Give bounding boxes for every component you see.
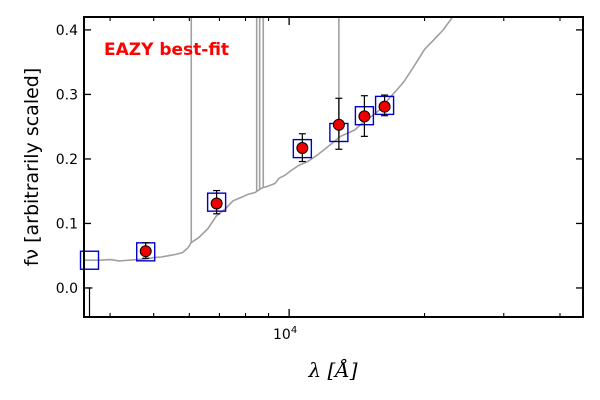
y-axis-label: fν [arbitrarily scaled] — [21, 68, 43, 267]
photometry-point — [296, 141, 309, 154]
annotation-label: EAZY best-fit — [104, 40, 229, 60]
x-axis-label: λ [Å] — [307, 357, 357, 382]
photometry-point — [139, 245, 152, 258]
y-tick-label: 0.2 — [56, 152, 78, 168]
y-tick-label: 0.4 — [56, 23, 78, 39]
photometry-point — [378, 100, 391, 113]
template-band-square — [79, 250, 100, 270]
photometry-point — [332, 118, 345, 131]
axis-ticks — [84, 17, 583, 317]
photometry-point — [210, 197, 223, 210]
x-tick-label: 104 — [273, 325, 297, 343]
tick-labels: 0.0 0.1 0.2 0.3 0.4 104 — [56, 23, 297, 343]
y-tick-label: 0.1 — [56, 216, 78, 232]
photometry-point — [358, 110, 371, 123]
y-tick-label: 0.3 — [56, 87, 78, 103]
y-tick-label: 0.0 — [56, 281, 78, 297]
plot-area — [79, 17, 453, 317]
plot-frame — [83, 16, 584, 318]
